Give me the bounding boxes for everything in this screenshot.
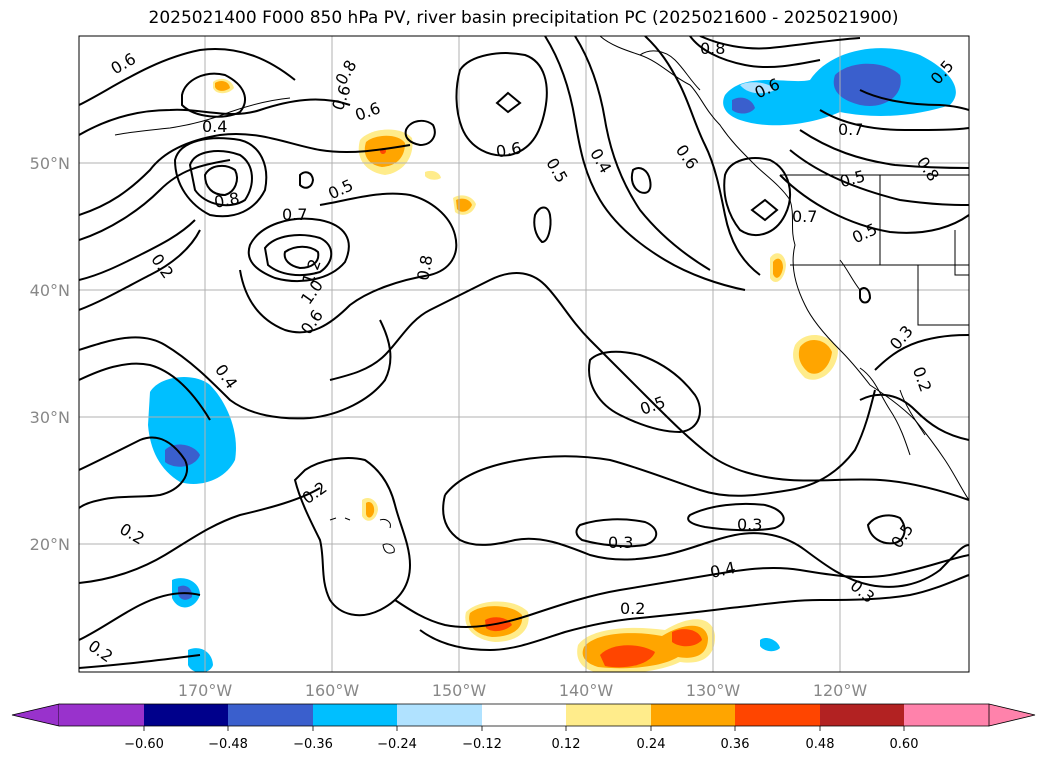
contour-label: 0.6 xyxy=(495,138,523,161)
map-frame xyxy=(78,35,970,673)
contour-label: 0.8 xyxy=(700,39,725,58)
gridlines xyxy=(79,36,969,672)
contour-label: 0.7 xyxy=(792,207,817,226)
lon-label: 140°W xyxy=(559,681,614,700)
colorbar-extend-min xyxy=(11,703,60,727)
colorbar-bin xyxy=(144,704,228,726)
coastlines xyxy=(114,36,969,554)
colorbar-bin xyxy=(313,704,397,726)
colorbar-tick-label: −0.12 xyxy=(462,737,502,752)
contour-label: 0.7 xyxy=(838,120,863,139)
colorbar-tick-label: −0.36 xyxy=(293,737,333,752)
colorbar-bin xyxy=(651,704,735,726)
contour-label: 0.2 xyxy=(620,599,645,618)
lat-label: 30°N xyxy=(30,408,70,427)
precip-shading xyxy=(148,48,956,672)
colorbar-tick-label: −0.48 xyxy=(208,737,248,752)
lon-axis-labels: 170°W 160°W 150°W 140°W 130°W 120°W xyxy=(178,681,868,700)
colorbar-tick-label: −0.24 xyxy=(377,737,417,752)
lat-axis-labels: 50°N 40°N 30°N 20°N xyxy=(30,154,70,554)
colorbar-bin xyxy=(397,704,482,726)
colorbar-tick-label: −0.60 xyxy=(124,737,164,752)
lat-label: 50°N xyxy=(30,154,70,173)
lon-label: 170°W xyxy=(178,681,233,700)
colorbar-bin xyxy=(566,704,651,726)
map-panel: 0.6 0.8 0.8 0.6 0.4 0.6 0.5 0.4 0.6 0.8 … xyxy=(79,36,969,672)
colorbar: −0.60 −0.48 −0.36 −0.24 −0.12 0.12 0.24 … xyxy=(11,703,1036,752)
pv-contours xyxy=(79,36,969,669)
lon-label: 130°W xyxy=(686,681,741,700)
lon-label: 160°W xyxy=(305,681,360,700)
colorbar-tick-label: 0.60 xyxy=(890,737,919,752)
colorbar-bin xyxy=(228,704,313,726)
map-title: 2025021400 F000 850 hPa PV, river basin … xyxy=(148,8,899,28)
contour-label: 0.3 xyxy=(608,533,633,552)
contour-label: 0.4 xyxy=(708,558,737,582)
contour-label: 0.8 xyxy=(413,254,436,282)
lon-label: 120°W xyxy=(813,681,868,700)
contour-label: 0.7 xyxy=(282,205,307,224)
contour-label: 0.3 xyxy=(737,515,762,534)
colorbar-tick-label: 0.36 xyxy=(721,737,750,752)
colorbar-bin xyxy=(820,704,904,726)
colorbar-bin xyxy=(735,704,820,726)
lat-label: 20°N xyxy=(30,535,70,554)
colorbar-extend-max xyxy=(988,703,1036,727)
colorbar-bin xyxy=(904,704,989,726)
lon-label: 150°W xyxy=(432,681,487,700)
contour-label: 0.4 xyxy=(202,117,227,136)
colorbar-tick-label: 0.48 xyxy=(806,737,835,752)
colorbar-tick-label: 0.12 xyxy=(552,737,581,752)
colorbar-tick-label: 0.24 xyxy=(637,737,666,752)
colorbar-bin xyxy=(482,704,566,726)
lat-label: 40°N xyxy=(30,281,70,300)
colorbar-bin xyxy=(59,704,144,726)
contour-label: 0.8 xyxy=(213,189,241,212)
